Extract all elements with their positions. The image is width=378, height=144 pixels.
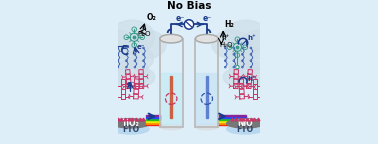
Ellipse shape [111,47,139,70]
Circle shape [236,65,239,69]
Ellipse shape [239,47,267,70]
Ellipse shape [223,20,269,54]
Text: O₂: O₂ [147,13,157,22]
Ellipse shape [212,30,252,59]
Ellipse shape [240,30,280,59]
Ellipse shape [160,124,183,130]
Bar [146,122,160,124]
Ellipse shape [227,124,264,134]
Ellipse shape [227,119,264,128]
Text: e⁻: e⁻ [122,44,130,50]
Ellipse shape [195,34,218,43]
Ellipse shape [126,30,166,59]
Bar [218,116,246,118]
FancyBboxPatch shape [196,73,218,124]
Ellipse shape [246,69,269,86]
Text: FTO: FTO [237,125,254,134]
Text: FTO: FTO [122,125,139,134]
Bar [146,115,160,116]
Bar [146,118,160,120]
Ellipse shape [109,69,132,86]
Ellipse shape [223,69,246,86]
Bar [218,118,246,120]
Bar [170,76,172,118]
Bar [146,120,160,122]
Text: h⁺: h⁺ [248,35,257,41]
Text: e⁻: e⁻ [175,14,185,23]
Text: h⁺: h⁺ [247,76,256,82]
Text: e⁻: e⁻ [126,81,135,87]
Text: H₂O: H₂O [137,31,150,37]
Ellipse shape [225,47,253,70]
Bar [218,115,246,116]
Bar [160,39,183,127]
Text: H₂O: H₂O [219,42,233,48]
Ellipse shape [229,59,263,87]
Ellipse shape [98,30,138,59]
Text: NiO: NiO [237,119,253,128]
Bar [146,116,160,118]
Ellipse shape [115,59,149,87]
Text: e⁻: e⁻ [137,44,146,50]
Ellipse shape [125,47,153,70]
Bar [218,122,246,124]
Text: e⁻: e⁻ [203,14,212,23]
Ellipse shape [112,119,149,128]
Text: h⁺: h⁺ [222,35,230,41]
Ellipse shape [109,20,155,54]
Bar [146,124,160,126]
FancyBboxPatch shape [160,73,182,124]
Bar [206,76,208,118]
Bar [218,120,246,122]
Ellipse shape [112,124,149,134]
Text: H₂: H₂ [224,20,234,29]
Text: No Bias: No Bias [167,1,211,11]
Text: TiO₂: TiO₂ [122,119,139,128]
Bar [218,124,246,126]
Ellipse shape [160,34,183,43]
Ellipse shape [195,124,218,130]
Circle shape [184,20,194,29]
Bar [195,39,218,127]
Ellipse shape [132,69,155,86]
